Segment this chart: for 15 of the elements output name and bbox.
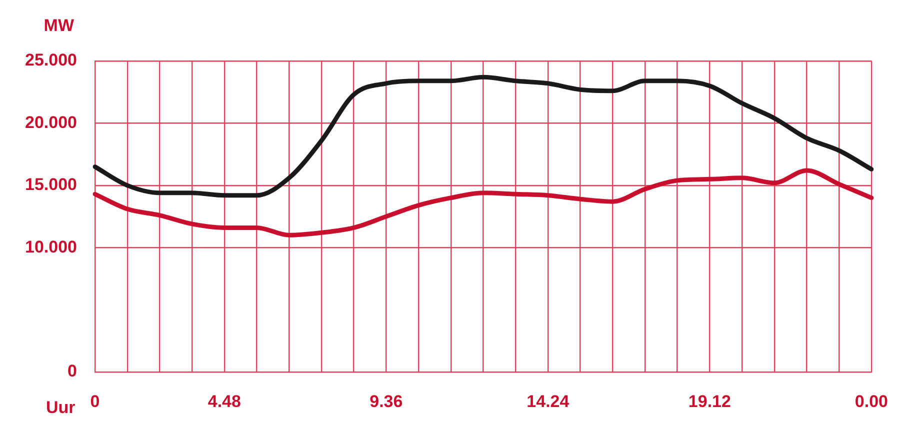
x-tick-label: 9.36 xyxy=(370,392,403,411)
x-tick-label: 4.48 xyxy=(208,392,241,411)
x-tick-label: 0 xyxy=(90,392,100,411)
x-tick-label: 19.12 xyxy=(688,392,731,411)
x-axis-title: Uur xyxy=(46,398,76,418)
x-tick-label: 0.00 xyxy=(854,392,888,411)
y-tick-label: 25.000 xyxy=(25,50,77,70)
y-tick-label: 20.000 xyxy=(25,112,77,132)
y-tick-label: 0 xyxy=(68,362,77,381)
line-series xyxy=(92,74,874,198)
y-tick-label: 15.000 xyxy=(25,175,77,194)
line-series xyxy=(92,168,874,238)
x-tick-label: 14.24 xyxy=(526,392,570,411)
y-axis-title: MW xyxy=(44,16,75,35)
y-tick-label: 10.000 xyxy=(25,237,77,256)
